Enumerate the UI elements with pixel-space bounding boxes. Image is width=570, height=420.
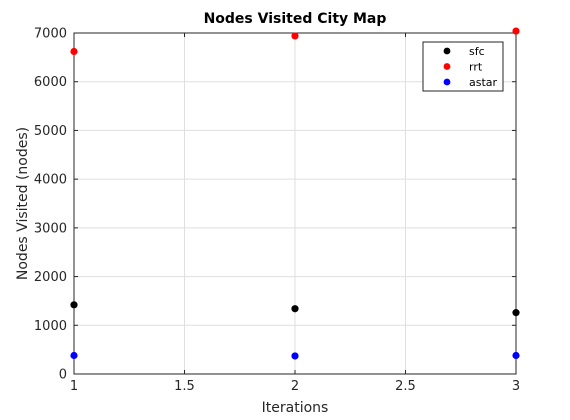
x-tick-label: 1.5 (174, 379, 195, 394)
y-tick-label: 7000 (34, 27, 67, 42)
y-axis-ticks: 0 1000 2000 3000 4000 5000 6000 7000 (34, 27, 516, 383)
x-tick-label: 1 (70, 379, 78, 394)
y-tick-label: 2000 (34, 270, 67, 285)
legend-marker-sfc (443, 47, 451, 55)
y-tick-label: 4000 (34, 173, 67, 188)
data-point-sfc (291, 305, 299, 313)
x-axis-ticks: 1 1.5 2 2.5 3 (70, 33, 520, 394)
legend-label-astar: astar (469, 76, 498, 89)
legend-box (422, 41, 504, 92)
x-tick-label: 3 (512, 379, 520, 394)
x-tick-label: 2 (291, 379, 299, 394)
data-point-astar (70, 351, 78, 360)
x-axis-label: Iterations (262, 400, 329, 416)
legend-marker-rrt (443, 63, 451, 70)
legend-marker-astar (443, 78, 451, 86)
data-point-rrt (70, 47, 78, 56)
y-tick-label: 0 (59, 368, 67, 383)
chart-title: Nodes Visited City Map (204, 11, 387, 27)
data-point-sfc (70, 301, 78, 309)
legend-label-rrt: rrt (469, 61, 483, 74)
x-tick-label: 2.5 (395, 379, 416, 394)
data-point-sfc (512, 309, 520, 317)
y-axis-label: Nodes Visited (nodes) (15, 127, 31, 280)
data-point-astar (291, 352, 299, 360)
y-tick-label: 6000 (34, 75, 67, 90)
y-tick-label: 1000 (34, 319, 67, 334)
y-tick-label: 5000 (34, 124, 67, 139)
data-points (70, 27, 520, 360)
legend-label-sfc: sfc (469, 45, 485, 58)
data-point-astar (512, 351, 520, 360)
legend: sfc rrt astar (422, 41, 504, 92)
data-point-rrt (291, 32, 299, 40)
data-point-rrt (512, 27, 520, 35)
y-tick-label: 3000 (34, 221, 67, 236)
